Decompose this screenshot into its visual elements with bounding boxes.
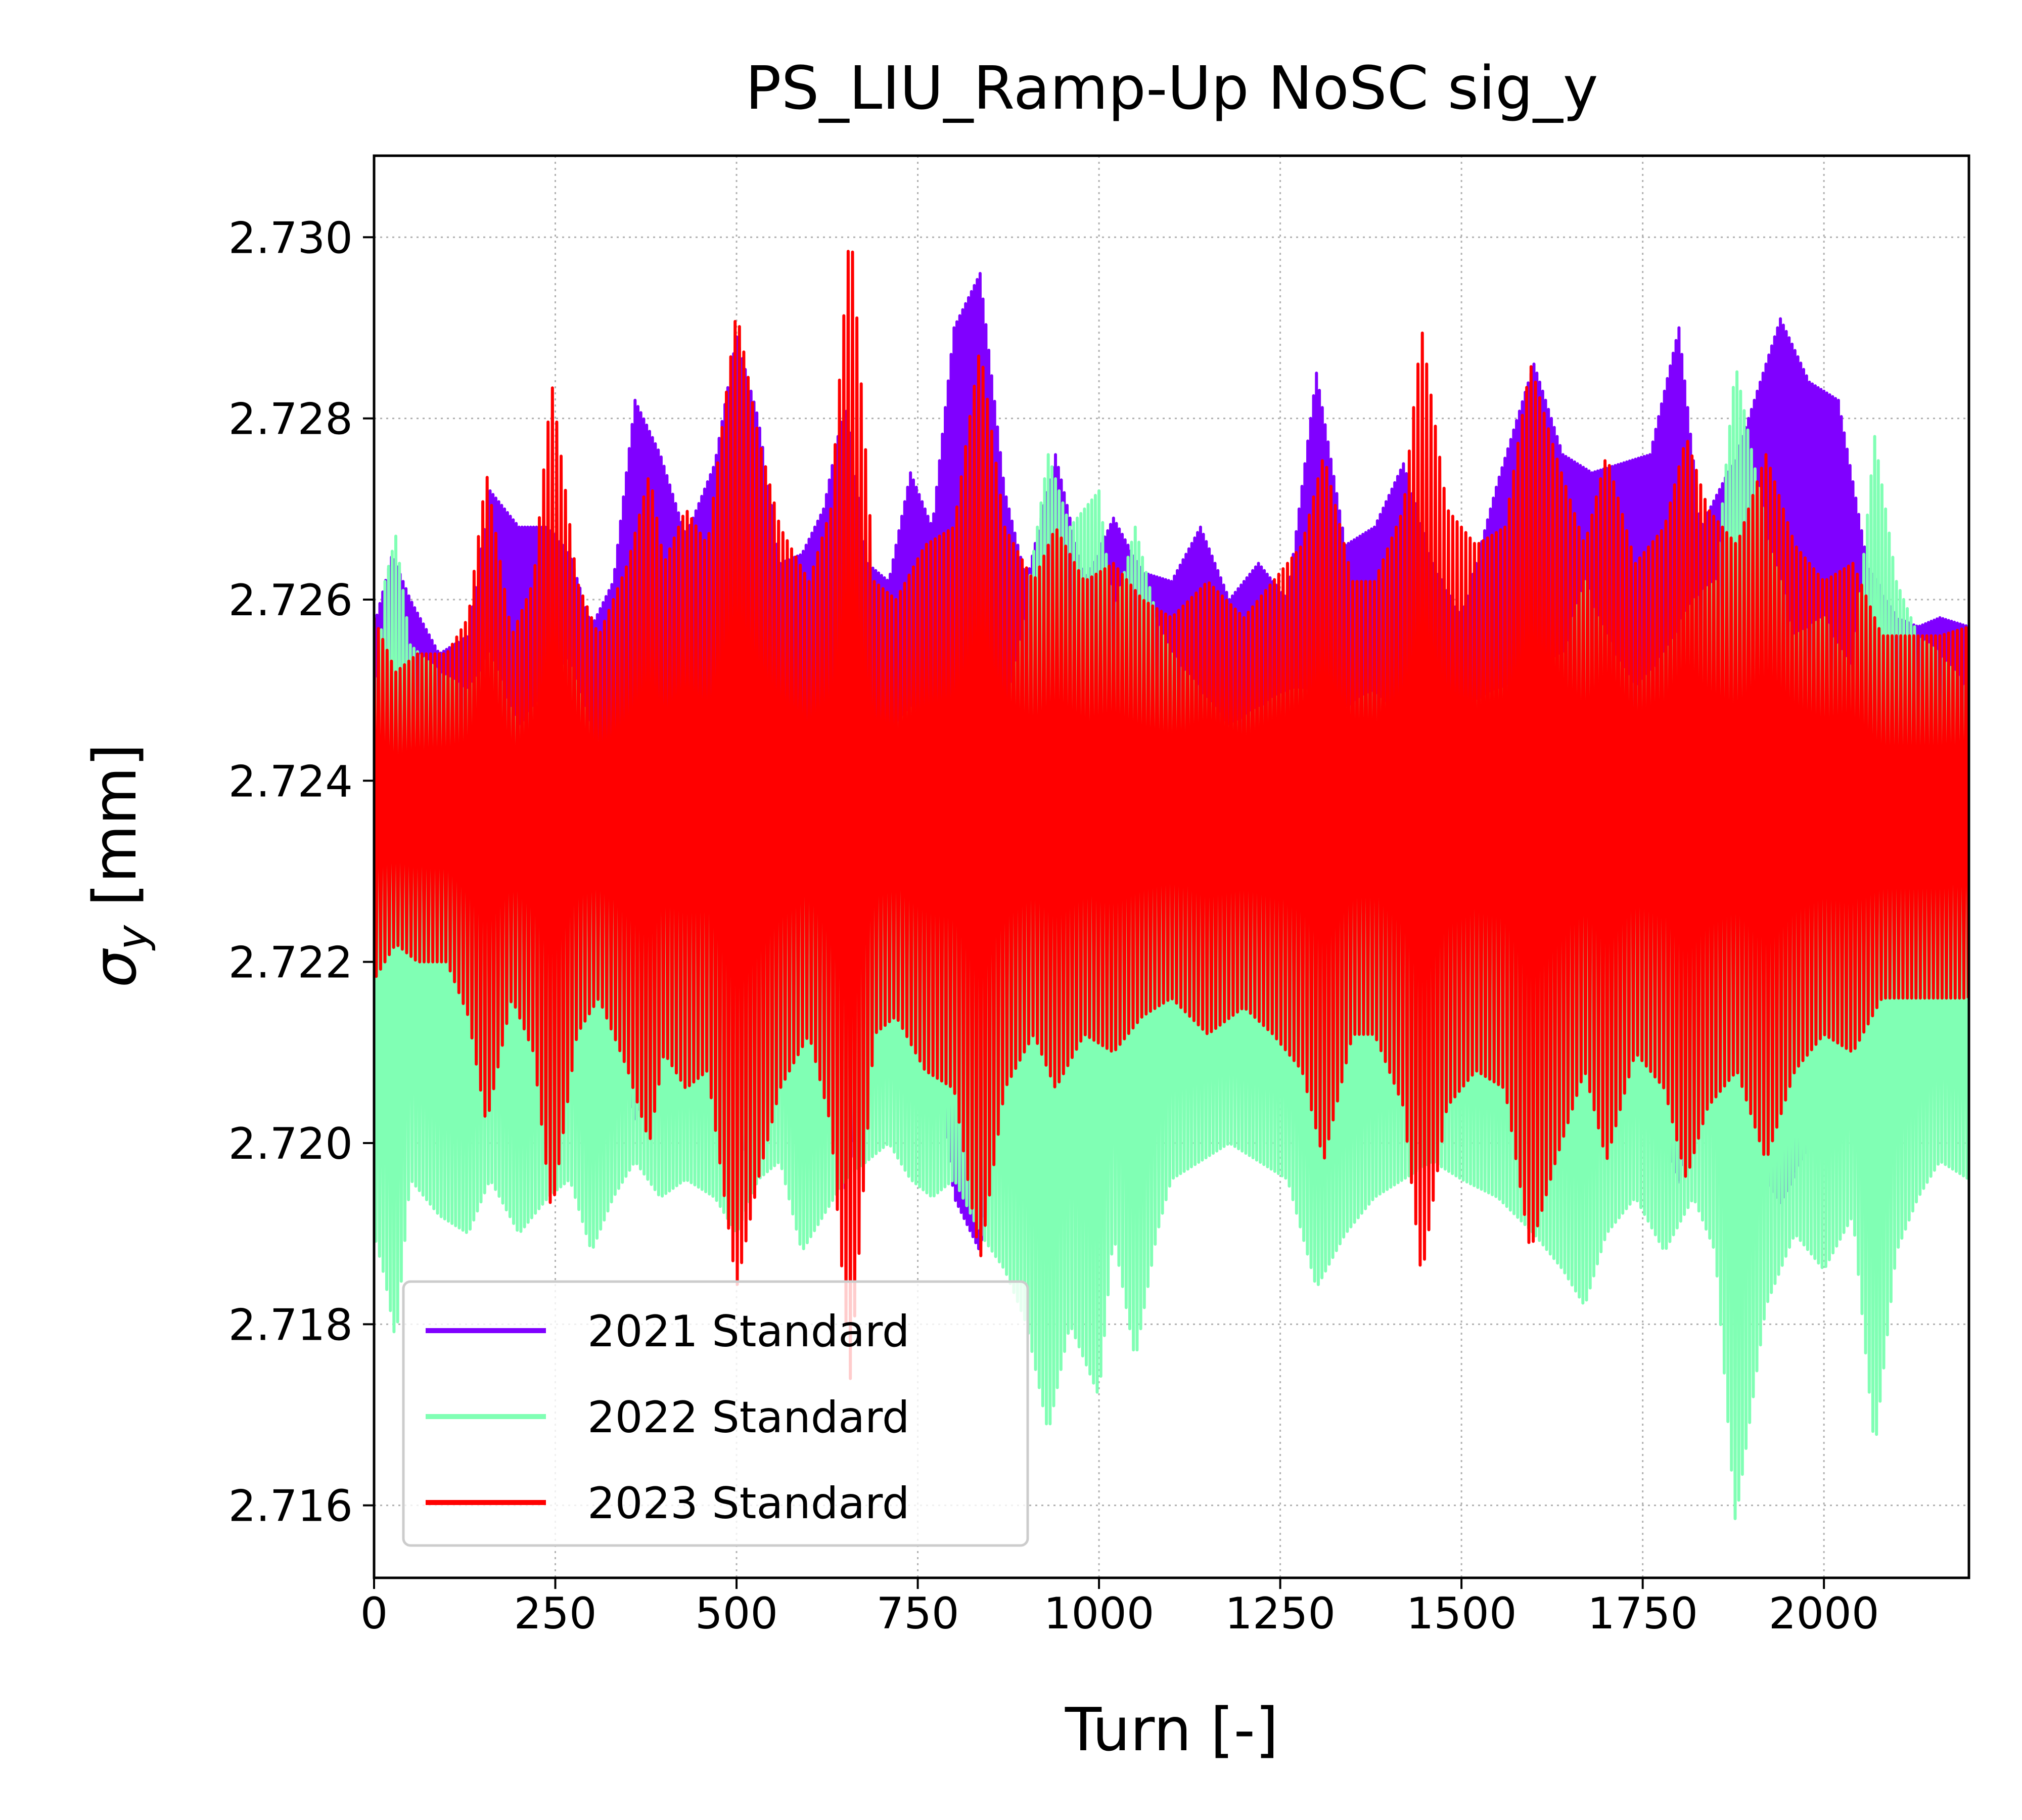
legend-box <box>402 1280 1029 1547</box>
x-tick-label: 1000 <box>1044 1588 1155 1639</box>
x-tick-label: 1250 <box>1225 1588 1336 1639</box>
legend-label: 2022 Standard <box>587 1392 909 1443</box>
legend-label: 2023 Standard <box>587 1478 909 1529</box>
y-axis-label: σy [mm] <box>80 744 157 988</box>
y-tick-label: 2.722 <box>228 938 353 988</box>
series-layer <box>374 250 1969 1520</box>
x-axis-ticks: 0 250 500 750 1000 1250 1500 1750 2000 <box>360 1578 1879 1639</box>
x-tick-label: 0 <box>360 1588 388 1639</box>
y-tick-label: 2.726 <box>228 575 353 626</box>
x-tick-label: 750 <box>876 1588 959 1639</box>
y-axis-label-symbol: σ <box>80 948 150 987</box>
y-tick-label: 2.728 <box>228 394 353 445</box>
y-tick-label: 2.724 <box>228 756 353 807</box>
chart-title: PS_LIU_Ramp-Up NoSC sig_y <box>745 53 1598 123</box>
y-tick-label: 2.716 <box>228 1481 353 1532</box>
y-axis-label-unit: [mm] <box>80 744 150 925</box>
legend: 2021 Standard 2022 Standard 2023 Standard <box>402 1280 1029 1547</box>
x-axis-label: Turn [-] <box>1065 1695 1278 1764</box>
x-tick-label: 250 <box>514 1588 596 1639</box>
x-tick-label: 500 <box>695 1588 778 1639</box>
y-tick-label: 2.718 <box>228 1300 353 1350</box>
y-tick-label: 2.720 <box>228 1119 353 1169</box>
series-line-2023 <box>374 250 1969 1380</box>
x-tick-label: 1500 <box>1406 1588 1517 1639</box>
x-tick-label: 2000 <box>1769 1588 1879 1639</box>
legend-label: 2021 Standard <box>587 1306 909 1357</box>
y-axis-label-subscript: y <box>109 925 157 951</box>
y-axis-ticks: 2.716 2.718 2.720 2.722 2.724 2.726 2.728 2.730 <box>228 213 374 1532</box>
x-tick-label: 1750 <box>1587 1588 1698 1639</box>
y-tick-label: 2.730 <box>228 213 353 263</box>
plot-frame <box>373 154 1970 1579</box>
